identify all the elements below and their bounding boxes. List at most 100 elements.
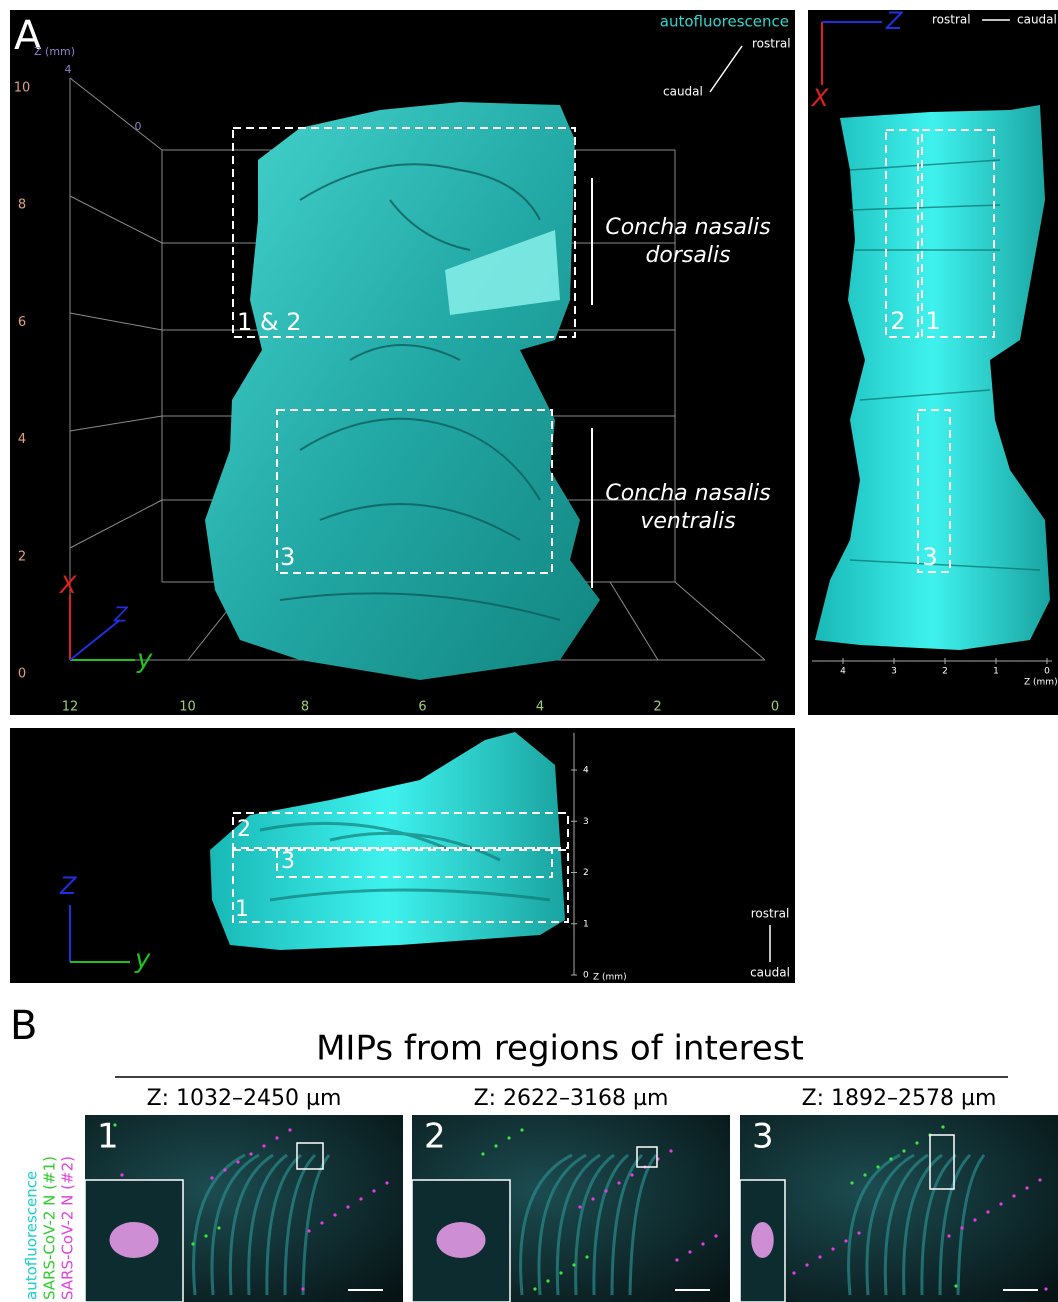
signal-dot: [857, 1231, 860, 1234]
panel-number: 1: [97, 1117, 119, 1157]
tick-label: 4: [65, 63, 72, 76]
signal-dot: [223, 1168, 226, 1171]
signal-dot: [1025, 1186, 1028, 1189]
signal-dot: [262, 1144, 265, 1147]
legend-entry: SARS-CoV-2 N (#1): [41, 1156, 59, 1300]
tick-label: 2: [18, 549, 26, 564]
tick-label: 8: [301, 700, 309, 715]
signal-dot: [578, 1205, 581, 1208]
tick-label: 3: [583, 817, 589, 827]
signal-dot: [1012, 1194, 1015, 1197]
orientation-label: rostral: [751, 907, 790, 921]
tick-label: 2: [653, 700, 661, 715]
tick-label: 4: [18, 432, 26, 447]
signal-dot: [863, 1173, 866, 1176]
top-view: 2 3 1 43210 Z (mm) Z y rostral caudal: [10, 728, 795, 983]
signal-dot: [889, 1157, 892, 1160]
signal-dot: [902, 1149, 905, 1152]
orientation-label: caudal: [663, 85, 703, 99]
signal-dot: [1038, 1178, 1041, 1181]
tick-label: 1: [993, 667, 999, 677]
inset-signal: [110, 1222, 159, 1258]
axis-title: Z (mm): [593, 973, 627, 983]
axis-label: Z: [59, 872, 77, 900]
panel-title: MIPs from regions of interest: [316, 1029, 804, 1069]
signal-dot: [591, 1197, 594, 1200]
tick-label: 0: [1044, 667, 1050, 677]
channel-label: autofluorescence: [660, 13, 789, 31]
orientation-label: caudal: [750, 966, 790, 980]
signal-dot: [585, 1255, 588, 1258]
signal-dot: [559, 1271, 562, 1274]
signal-dot: [999, 1202, 1002, 1205]
signal-dot: [844, 1239, 847, 1242]
tick-label: 4: [536, 700, 544, 715]
region-label: 1: [925, 307, 940, 335]
signal-dot: [954, 1284, 957, 1287]
region-label: 3: [281, 849, 295, 874]
axis-label: Z: [885, 7, 903, 35]
tick-label: 6: [418, 700, 426, 715]
region-name: ventralis: [640, 509, 735, 534]
signal-dot: [947, 1234, 950, 1237]
signal-dot: [236, 1160, 239, 1163]
tick-label: 8: [18, 198, 26, 213]
tick-label: 12: [62, 700, 79, 715]
signal-dot: [520, 1128, 523, 1131]
panel-number: 3: [752, 1117, 774, 1157]
mip-panels: Z: 1032–2450 µm1Z: 2622–3168 µm2Z: 1892–…: [85, 1086, 1058, 1302]
tick-label: 2: [583, 868, 589, 878]
signal-dot: [385, 1181, 388, 1184]
signal-dot: [630, 1173, 633, 1176]
signal-dot: [320, 1221, 323, 1224]
legend: autofluorescence SARS-CoV-2 N (#1) SARS-…: [23, 1156, 77, 1300]
tick-label: 0: [771, 700, 779, 715]
signal-dot: [604, 1189, 607, 1192]
signal-dot: [533, 1287, 536, 1290]
signal-dot: [876, 1165, 879, 1168]
axis-title: Z (mm): [1024, 678, 1058, 688]
signal-dot: [915, 1141, 918, 1144]
signal-dot: [372, 1189, 375, 1192]
signal-dot: [333, 1213, 336, 1216]
signal-dot: [359, 1197, 362, 1200]
signal-dot: [960, 1226, 963, 1229]
region-name: Concha nasalis: [605, 215, 770, 240]
signal-dot: [346, 1205, 349, 1208]
legend-entry: autofluorescence: [23, 1171, 41, 1300]
signal-dot: [288, 1128, 291, 1131]
orientation-label: rostral: [932, 13, 971, 27]
tick-label: 10: [14, 81, 31, 96]
signal-dot: [831, 1247, 834, 1250]
axis-label: y: [136, 645, 153, 675]
tick-label: 2: [942, 667, 948, 677]
region-name: Concha nasalis: [605, 481, 770, 506]
panel-a: A autofluorescence rostral caudal Z (mm)…: [10, 10, 795, 715]
tick-label: 4: [583, 766, 589, 776]
region-label: 3: [922, 543, 937, 571]
signal-dot: [1044, 1287, 1047, 1290]
signal-dot: [210, 1176, 213, 1179]
axis-title: Z (mm): [34, 45, 75, 58]
tick-label: 6: [18, 315, 26, 330]
signal-dot: [507, 1136, 510, 1139]
panel-label: B: [10, 1003, 37, 1049]
region-label: 3: [280, 543, 295, 571]
region-label: 2: [890, 307, 905, 335]
panel-b: B MIPs from regions of interest autofluo…: [10, 1003, 1058, 1302]
tick-label: 10: [179, 700, 196, 715]
region-name: dorsalis: [645, 243, 730, 268]
orientation-label: caudal: [1017, 13, 1057, 27]
tick-label: 1: [583, 919, 589, 929]
axis-label: y: [134, 945, 151, 975]
tick-label: 0: [583, 971, 589, 981]
tick-label: 0: [135, 120, 142, 133]
axis-label: X: [810, 84, 829, 112]
signal-dot: [217, 1226, 220, 1229]
signal-dot: [572, 1263, 575, 1266]
signal-dot: [941, 1125, 944, 1128]
signal-dot: [714, 1234, 717, 1237]
panel-header: Z: 1892–2578 µm: [802, 1086, 997, 1111]
inset-signal: [751, 1222, 774, 1258]
signal-dot: [805, 1263, 808, 1266]
